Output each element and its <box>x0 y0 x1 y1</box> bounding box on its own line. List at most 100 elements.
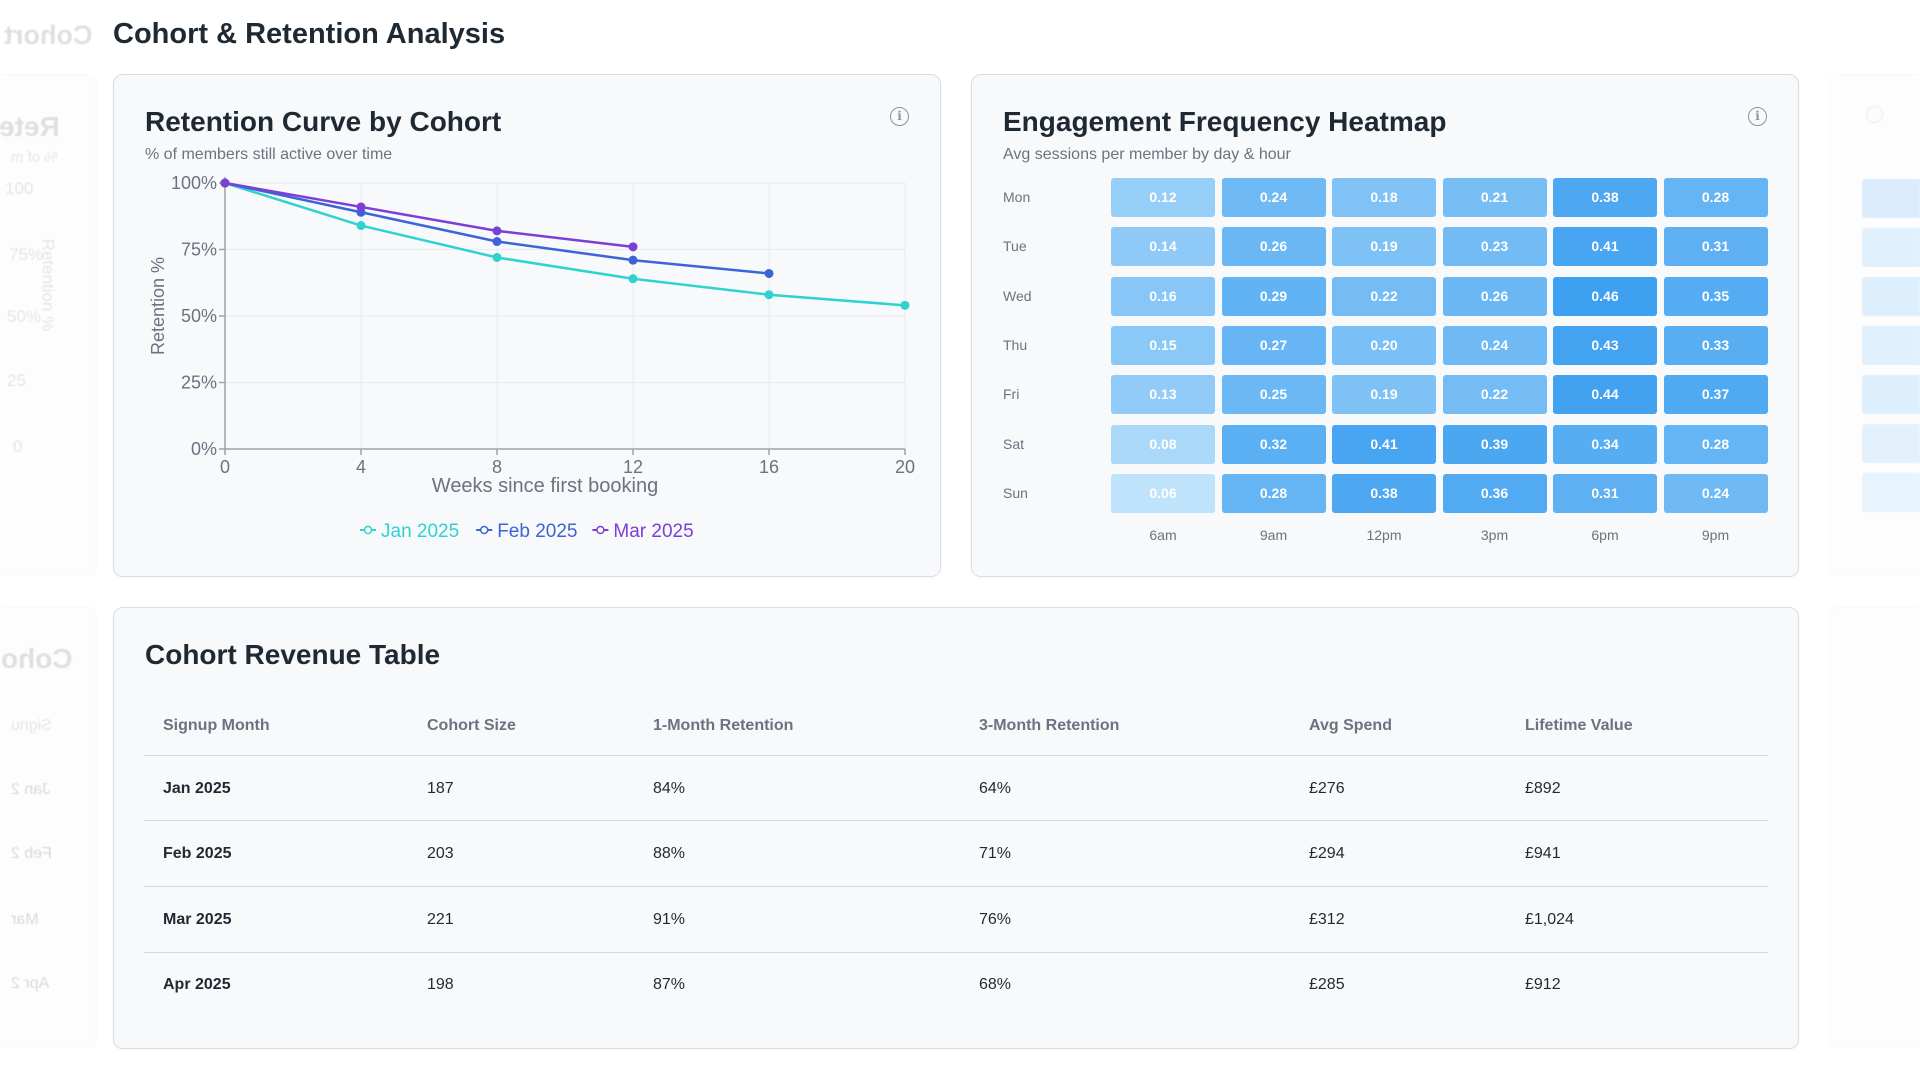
heatmap-cell[interactable]: 0.12 <box>1111 178 1215 217</box>
heatmap-col-label: 6am <box>1149 527 1177 544</box>
heatmap-cell[interactable]: 0.27 <box>1221 325 1326 365</box>
table-row-label: Jan 2025 <box>163 780 231 797</box>
table-cell: £294 <box>1309 845 1345 862</box>
heatmap-cell[interactable]: 0.24 <box>1221 178 1326 217</box>
table-cell: £1,024 <box>1525 911 1574 928</box>
heatmap-col-label: 6pm <box>1591 527 1619 544</box>
table-cell: 203 <box>427 845 454 862</box>
table-header-cell[interactable]: Signup Month <box>163 717 270 734</box>
ghost-left-panel: Cohort Rete % of m Retention % 100 75% 5… <box>0 0 100 1080</box>
heatmap-cell[interactable]: 0.26 <box>1442 276 1547 316</box>
heatmap-cell[interactable]: 0.44 <box>1553 375 1657 415</box>
info-icon[interactable]: i <box>1748 107 1767 126</box>
heatmap-cell[interactable]: 0.13 <box>1111 375 1215 415</box>
heatmap-subtitle: Avg sessions per member by day & hour <box>1003 146 1291 163</box>
series-point <box>356 202 366 212</box>
heatmap-cell[interactable]: 0.19 <box>1332 375 1436 415</box>
heatmap-cell[interactable]: 0.15 <box>1111 325 1215 365</box>
heatmap-cell[interactable]: 0.22 <box>1442 375 1547 415</box>
series-point <box>492 226 502 236</box>
x-tick-label: 8 <box>492 457 502 477</box>
heatmap-cell[interactable]: 0.20 <box>1332 325 1436 365</box>
ghost-tick-0: 100 <box>5 179 34 198</box>
table-header-cell[interactable]: 1-Month Retention <box>653 717 794 734</box>
heatmap-cell[interactable]: 0.43 <box>1553 325 1657 365</box>
info-icon[interactable]: i <box>890 107 909 126</box>
series-point <box>628 242 638 252</box>
ghost-right-info-icon <box>1866 106 1883 123</box>
heatmap-cell[interactable]: 0.33 <box>1663 325 1768 365</box>
heatmap-row-label-fri: Fri <box>1003 386 1020 403</box>
x-axis-label: Weeks since first booking <box>432 475 658 497</box>
heatmap-cell[interactable]: 0.06 <box>1111 473 1215 513</box>
heatmap-cell[interactable]: 0.28 <box>1663 178 1768 217</box>
table-divider <box>144 755 1768 756</box>
heatmap-cell[interactable]: 0.41 <box>1553 227 1657 267</box>
heatmap-cell[interactable]: 0.16 <box>1111 276 1215 316</box>
y-tick-label: 25% <box>181 373 217 393</box>
heatmap-cell[interactable]: 0.29 <box>1221 276 1326 316</box>
table-header-cell[interactable]: Cohort Size <box>427 717 516 734</box>
table-header-cell[interactable]: 3-Month Retention <box>979 717 1120 734</box>
table-cell: £312 <box>1309 911 1345 928</box>
ghost-page-title: Cohort <box>4 20 93 50</box>
heatmap-cell[interactable]: 0.39 <box>1442 424 1547 464</box>
heatmap-cell[interactable]: 0.26 <box>1221 227 1326 267</box>
heatmap-cell[interactable]: 0.22 <box>1332 276 1436 316</box>
ghost-card-subtitle: % of m <box>11 149 58 166</box>
heatmap-cell[interactable]: 0.38 <box>1332 473 1436 513</box>
heatmap-cell[interactable]: 0.41 <box>1332 424 1436 464</box>
heatmap-cell[interactable]: 0.23 <box>1442 227 1547 267</box>
ghost-tick-3: 25 <box>7 371 26 390</box>
series-point <box>492 252 502 262</box>
heatmap-cell[interactable]: 0.28 <box>1663 424 1768 464</box>
heatmap-cell[interactable]: 0.25 <box>1221 375 1326 415</box>
table-divider <box>144 886 1768 887</box>
heatmap-cell[interactable]: 0.24 <box>1442 325 1547 365</box>
table-cell: 91% <box>653 911 686 928</box>
series-point <box>764 268 774 278</box>
heatmap-cell[interactable]: 0.37 <box>1663 375 1768 415</box>
heatmap-cell[interactable]: 0.34 <box>1553 424 1657 464</box>
table-cell: 88% <box>653 845 686 862</box>
ghost-right-cell-1 <box>1862 228 1920 267</box>
page-title: Cohort & Retention Analysis <box>113 18 506 50</box>
ghost-right-card-top <box>1829 74 1920 576</box>
table-header-cell[interactable]: Lifetime Value <box>1525 717 1633 734</box>
ghost-tick-1: 75% <box>9 245 44 264</box>
ghost-tick-2: 50% <box>7 307 42 326</box>
heatmap-cell[interactable]: 0.31 <box>1663 227 1768 267</box>
heatmap-cell[interactable]: 0.18 <box>1332 178 1436 217</box>
table-header-cell[interactable]: Avg Spend <box>1309 717 1392 734</box>
heatmap-cell[interactable]: 0.19 <box>1332 227 1436 267</box>
retention-card: Retention Curve by Cohort % of members s… <box>113 74 941 577</box>
legend-label: Jan 2025 <box>381 521 459 542</box>
series-point <box>628 255 638 265</box>
heatmap-cell[interactable]: 0.24 <box>1663 473 1768 513</box>
ghost-row-0: Signu <box>11 717 52 734</box>
heatmap-cell[interactable]: 0.32 <box>1221 424 1326 464</box>
ghost-right-cell-0 <box>1862 179 1920 218</box>
heatmap-cell[interactable]: 0.08 <box>1111 424 1215 464</box>
series-line-0 <box>224 181 906 307</box>
x-tick-label: 20 <box>895 457 915 477</box>
ghost-card-title: Rete <box>0 111 60 142</box>
heatmap-cell[interactable]: 0.14 <box>1111 227 1215 267</box>
y-tick-label: 75% <box>181 240 217 260</box>
heatmap-cell[interactable]: 0.21 <box>1442 178 1547 217</box>
heatmap-cell[interactable]: 0.46 <box>1553 276 1657 316</box>
heatmap-card: Engagement Frequency Heatmap Avg session… <box>971 74 1799 577</box>
heatmap-cell[interactable]: 0.28 <box>1221 473 1326 513</box>
heatmap-cell[interactable]: 0.36 <box>1442 473 1547 513</box>
heatmap-cell[interactable]: 0.31 <box>1553 473 1657 513</box>
ghost-row-4: Apr 2 <box>11 975 50 992</box>
series-line-2 <box>224 181 634 249</box>
legend-label: Mar 2025 <box>613 521 693 542</box>
heatmap-row-label-thu: Thu <box>1003 336 1028 353</box>
x-tick-label: 0 <box>220 457 230 477</box>
heatmap-cell[interactable]: 0.38 <box>1553 178 1657 217</box>
heatmap-cell[interactable]: 0.35 <box>1663 276 1768 316</box>
retention-chart: 0 4 8 12 16 20 0% 25% 50% 75% 100% Weeks since firs… <box>148 173 915 542</box>
legend-label: Feb 2025 <box>497 521 577 542</box>
table-cell: 221 <box>427 911 454 928</box>
